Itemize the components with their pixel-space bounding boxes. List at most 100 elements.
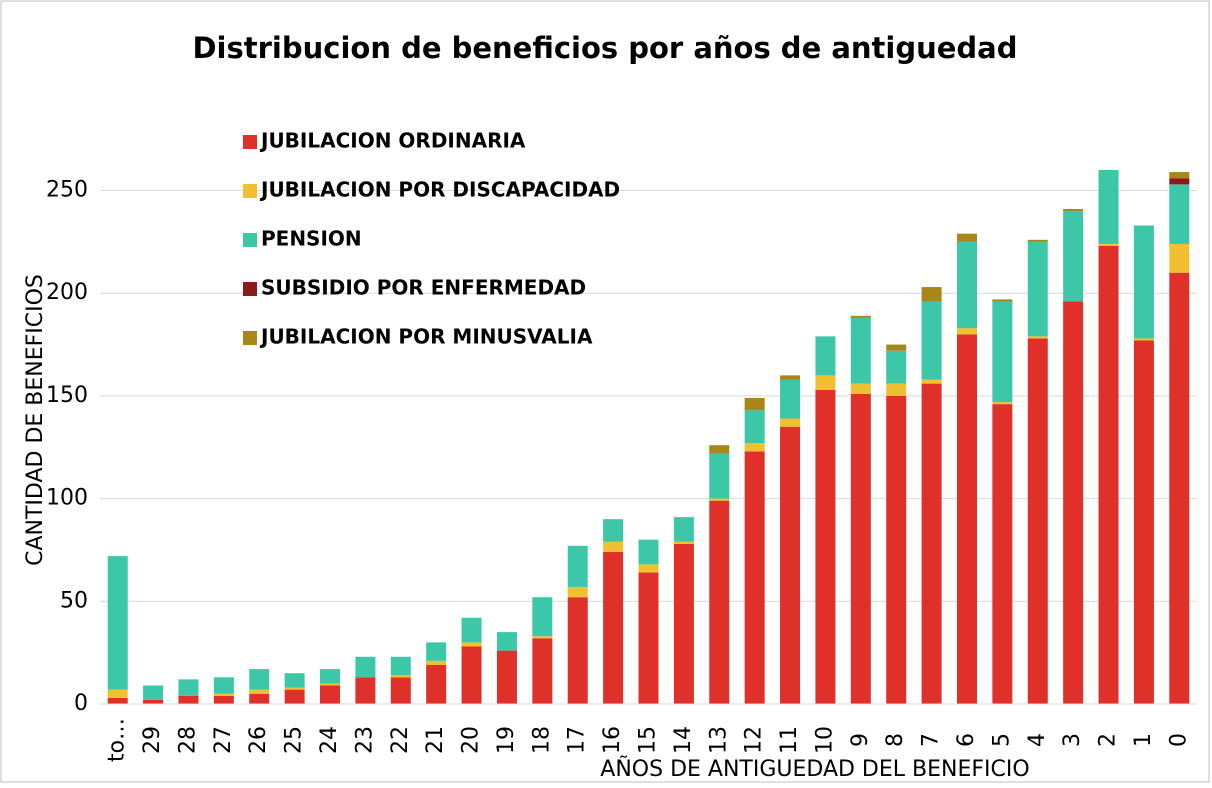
bar-segment xyxy=(1027,338,1048,704)
x-tick-label: 8 xyxy=(883,733,908,747)
legend-label: SUBSIDIO POR ENFERMEDAD xyxy=(261,276,586,300)
x-tick-label: 2 xyxy=(1096,733,1121,747)
y-tick-label: 50 xyxy=(60,588,88,613)
x-tick-label: 14 xyxy=(671,726,696,754)
bar-segment xyxy=(1098,243,1119,246)
bar-segment xyxy=(673,517,694,542)
bar-segment xyxy=(1169,184,1190,244)
y-tick-label: 0 xyxy=(74,691,88,716)
legend-label: JUBILACION POR MINUSVALIA xyxy=(259,325,593,349)
bar-segment xyxy=(850,383,871,394)
bar-segment xyxy=(213,693,234,696)
bar-segment xyxy=(921,301,942,380)
x-tick-label: 17 xyxy=(565,726,590,754)
bar-segment xyxy=(921,379,942,384)
bar-segment xyxy=(1098,170,1119,244)
bar-segment xyxy=(496,632,517,651)
bar-segment xyxy=(284,673,305,688)
bar-segment xyxy=(709,498,730,501)
bar-segment xyxy=(886,344,907,351)
bar-segment xyxy=(886,395,907,704)
bar-segment xyxy=(603,541,624,553)
bar-segment xyxy=(956,241,977,329)
x-axis-title: AÑOS DE ANTIGUEDAD DEL BENEFICIO xyxy=(600,755,1029,782)
bar-segment xyxy=(1027,241,1048,337)
bar-segment xyxy=(426,642,447,661)
y-axis-title: CANTIDAD DE BENEFICIOS xyxy=(23,274,48,566)
bar-segment xyxy=(143,699,164,704)
legend-label: JUBILACION POR DISCAPACIDAD xyxy=(259,178,620,202)
x-tick-label: 21 xyxy=(423,726,448,754)
bar-segment xyxy=(461,642,482,647)
bar-segment xyxy=(284,687,305,690)
bar-segment xyxy=(780,418,801,427)
bar-segment xyxy=(1063,209,1084,212)
bar-segment xyxy=(603,552,624,704)
bar-segment xyxy=(815,336,836,376)
bar-segment xyxy=(461,646,482,704)
bar-segment xyxy=(921,287,942,302)
bar-segment xyxy=(213,695,234,704)
bar-segment xyxy=(709,453,730,499)
x-tick-label: 29 xyxy=(140,726,165,754)
legend-swatch xyxy=(243,331,257,345)
x-tick-label: 0 xyxy=(1166,733,1191,747)
bar-segment xyxy=(1169,178,1190,185)
x-tick-label: 4 xyxy=(1025,733,1050,747)
bar-segment xyxy=(320,669,341,684)
bar-segment xyxy=(886,350,907,384)
x-tick-label: 5 xyxy=(989,733,1014,747)
bar-segment xyxy=(850,317,871,384)
bar-segment xyxy=(355,677,376,704)
bar-segment xyxy=(1098,245,1119,704)
bar-segment xyxy=(850,393,871,704)
bar-segment xyxy=(532,636,553,639)
bar-segment xyxy=(1063,301,1084,704)
x-tick-label: 15 xyxy=(636,726,661,754)
bar-segment xyxy=(107,556,128,690)
bar-segment xyxy=(1169,243,1190,273)
x-tick-label: 20 xyxy=(459,726,484,754)
bar-segment xyxy=(461,617,482,643)
bar-segment xyxy=(886,383,907,396)
bar-segment xyxy=(1169,272,1190,704)
legend-swatch xyxy=(243,233,257,247)
bar-segment xyxy=(532,638,553,704)
bar-segment xyxy=(956,328,977,335)
bar-segment xyxy=(532,597,553,637)
legend-label: PENSION xyxy=(261,227,362,251)
bar-segment xyxy=(673,543,694,704)
bar-segment xyxy=(320,685,341,704)
bar-segment xyxy=(107,697,128,704)
bar-segment xyxy=(1063,211,1084,302)
bar-segment xyxy=(744,451,765,704)
legend-swatch xyxy=(243,184,257,198)
x-tick-label: 18 xyxy=(529,726,554,754)
bar-segment xyxy=(673,541,694,544)
bar-segment xyxy=(178,679,199,696)
bar-segment xyxy=(426,660,447,665)
bar-segment xyxy=(320,683,341,686)
chart-title: Distribucion de beneficios por años de a… xyxy=(192,31,1017,65)
y-tick-label: 150 xyxy=(46,383,88,408)
legend-swatch xyxy=(243,135,257,149)
bar-segment xyxy=(780,426,801,704)
bar-segment xyxy=(992,404,1013,704)
x-tick-label: 6 xyxy=(954,733,979,747)
x-tick-label: 26 xyxy=(246,726,271,754)
bar-segment xyxy=(815,375,836,390)
bar-segment xyxy=(107,689,128,698)
bar-segment xyxy=(709,500,730,704)
bar-segment xyxy=(390,677,411,704)
x-tick-label: 1 xyxy=(1131,733,1156,747)
bar-segment xyxy=(850,315,871,318)
y-tick-label: 250 xyxy=(46,178,88,203)
bar-segment xyxy=(638,539,659,565)
x-tick-label: 28 xyxy=(175,726,200,754)
bar-segment xyxy=(567,545,588,587)
x-tick-label: 23 xyxy=(352,726,377,754)
bar-segment xyxy=(956,233,977,242)
bar-segment xyxy=(744,410,765,444)
x-tick-label: 25 xyxy=(282,726,307,754)
